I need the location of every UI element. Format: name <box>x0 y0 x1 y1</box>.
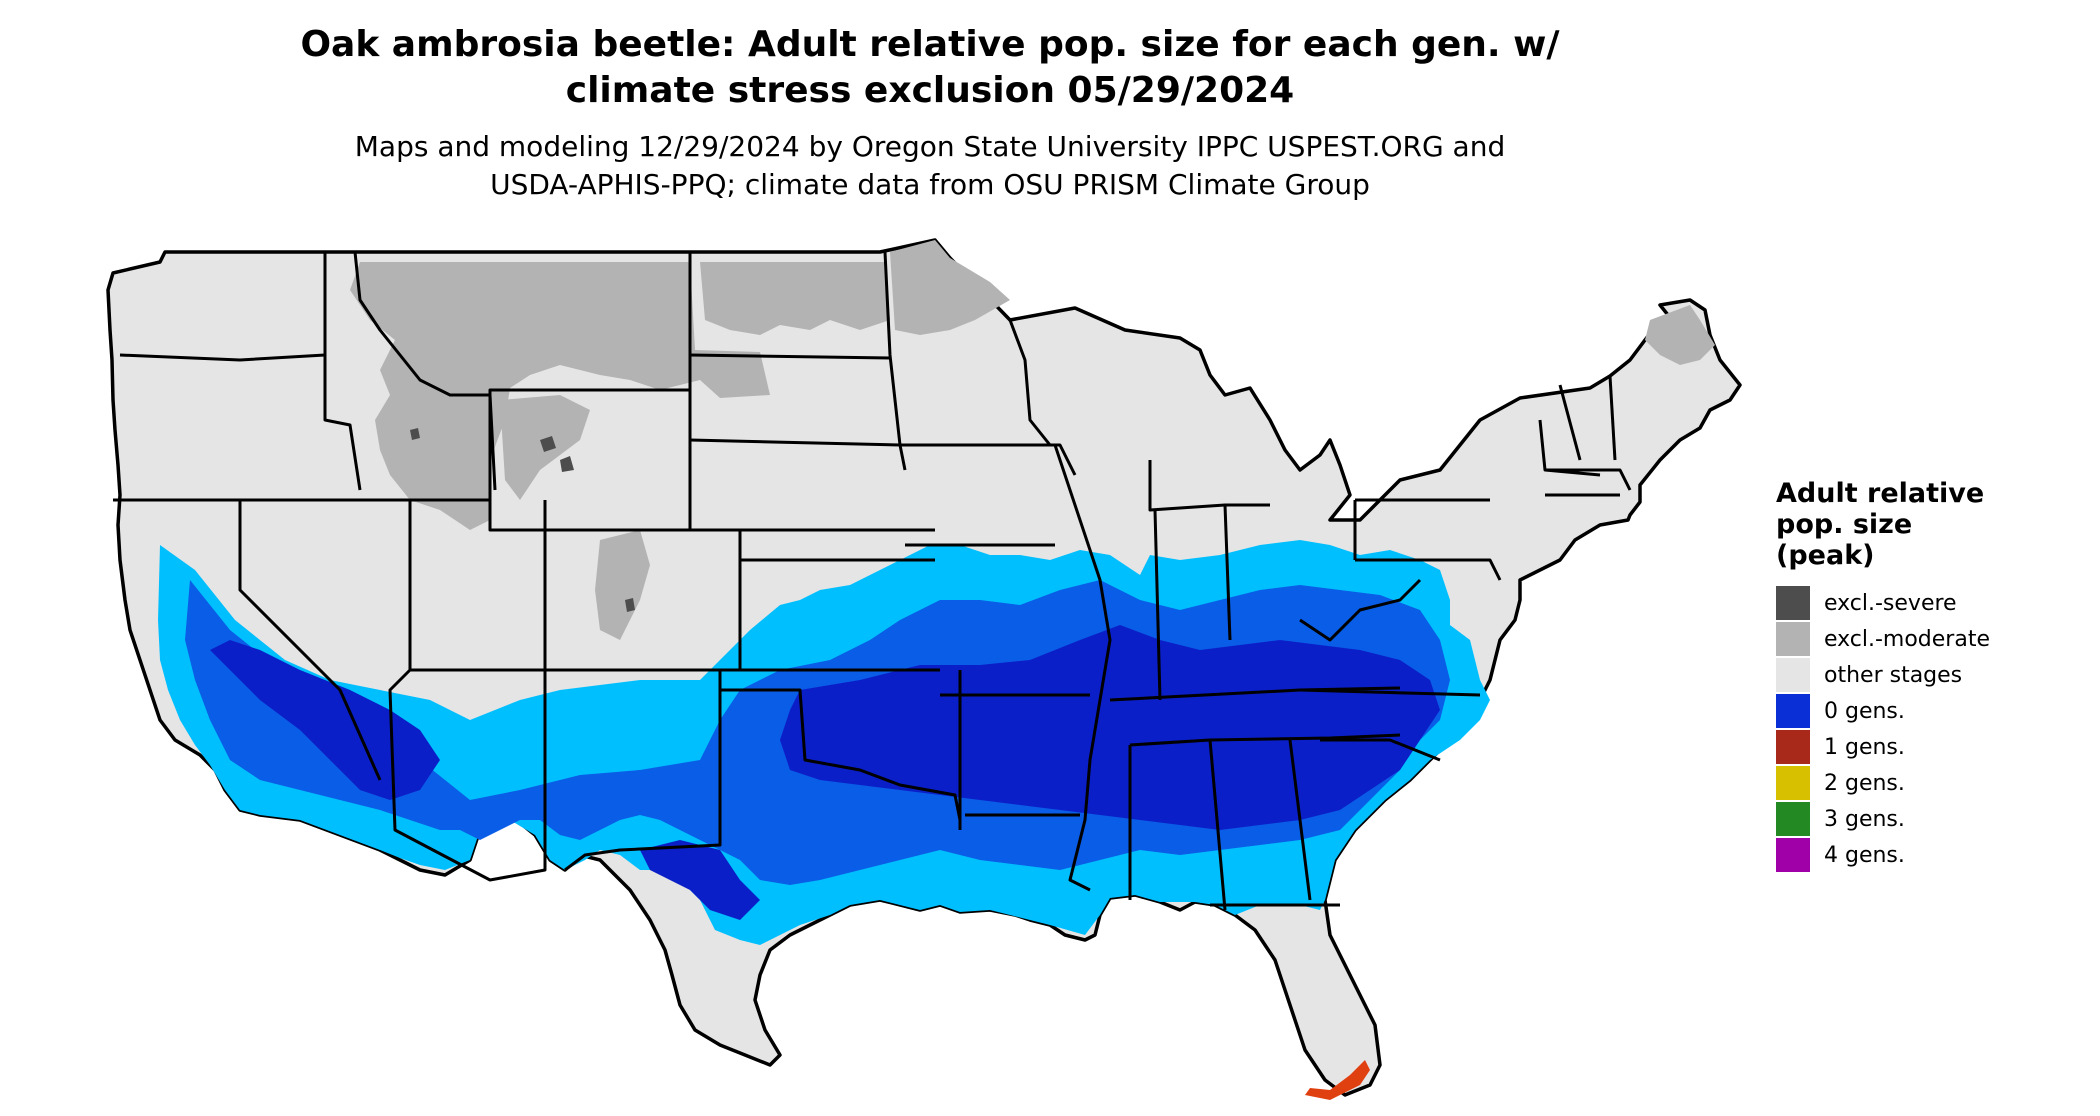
legend-label: 0 gens. <box>1824 698 1905 724</box>
map-subtitle: Maps and modeling 12/29/2024 by Oregon S… <box>0 128 1860 204</box>
legend-swatch <box>1776 622 1810 656</box>
map-title: Oak ambrosia beetle: Adult relative pop.… <box>0 22 1860 114</box>
legend-label: excl.-moderate <box>1824 626 1990 652</box>
excl-moderate-minnesota <box>890 240 1010 335</box>
legend-item-3-gens: 3 gens. <box>1776 801 1990 837</box>
legend-item-0-gens: 0 gens. <box>1776 693 1990 729</box>
legend-item-other-stages: other stages <box>1776 657 1990 693</box>
legend-swatch <box>1776 766 1810 800</box>
legend-swatch <box>1776 730 1810 764</box>
excl-moderate-maine <box>1645 305 1715 365</box>
excl-moderate-dakota <box>700 262 890 335</box>
legend-item-4-gens: 4 gens. <box>1776 837 1990 873</box>
legend-item-excl-moderate: excl.-moderate <box>1776 621 1990 657</box>
legend-swatch <box>1776 802 1810 836</box>
legend-label: 4 gens. <box>1824 842 1905 868</box>
legend-item-excl-severe: excl.-severe <box>1776 585 1990 621</box>
legend-swatch <box>1776 838 1810 872</box>
us-map <box>106 238 1742 1100</box>
legend-label: excl.-severe <box>1824 590 1957 616</box>
legend-label: 2 gens. <box>1824 770 1905 796</box>
excl-moderate-colorado <box>595 530 650 640</box>
one-gen-zone <box>1305 1060 1370 1100</box>
title-line-1: Oak ambrosia beetle: Adult relative pop.… <box>300 24 1560 65</box>
legend-item-2-gens: 2 gens. <box>1776 765 1990 801</box>
legend-label: 3 gens. <box>1824 806 1905 832</box>
legend-title: Adult relative pop. size (peak) <box>1776 478 1990 571</box>
legend-swatch <box>1776 658 1810 692</box>
legend-swatch <box>1776 586 1810 620</box>
legend-title-line-2: pop. size <box>1776 509 1913 540</box>
legend: Adult relative pop. size (peak) excl.-se… <box>1776 478 1990 873</box>
legend-swatch <box>1776 694 1810 728</box>
legend-title-line-1: Adult relative <box>1776 478 1985 509</box>
legend-item-1-gens: 1 gens. <box>1776 729 1990 765</box>
subtitle-line-1: Maps and modeling 12/29/2024 by Oregon S… <box>354 130 1506 163</box>
excl-moderate-north <box>350 262 770 530</box>
legend-label: other stages <box>1824 662 1963 688</box>
legend-title-line-3: (peak) <box>1776 540 1875 571</box>
legend-label: 1 gens. <box>1824 734 1905 760</box>
state-borders <box>113 251 1632 911</box>
subtitle-line-2: USDA-APHIS-PPQ; climate data from OSU PR… <box>490 168 1370 201</box>
title-line-2: climate stress exclusion 05/29/2024 <box>565 70 1295 111</box>
